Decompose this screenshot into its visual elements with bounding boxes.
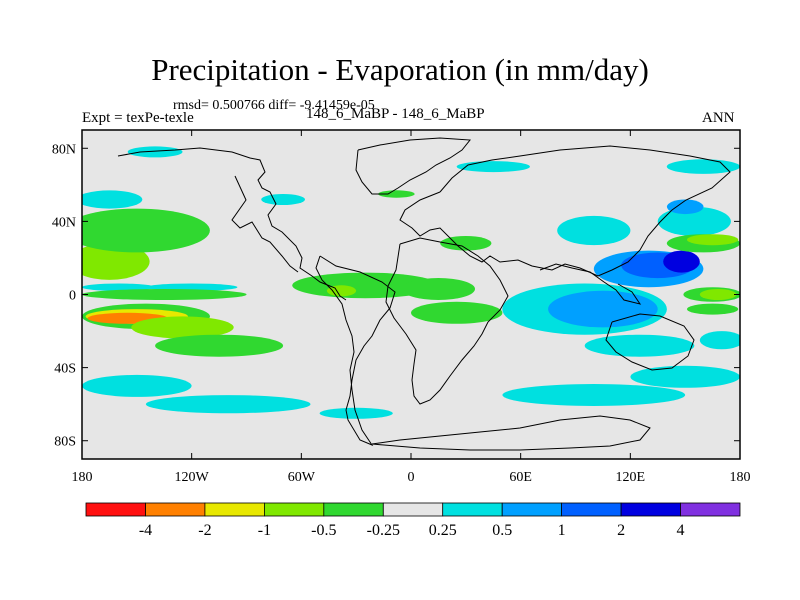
- field-region-26: [630, 365, 740, 388]
- colorbar-swatch-1: [145, 502, 206, 517]
- field-region-0: [82, 243, 150, 280]
- field-region-34: [687, 234, 739, 246]
- field-region-11: [82, 374, 192, 397]
- x-tick-label-2: 60W: [288, 470, 316, 485]
- field-region-12: [145, 395, 311, 414]
- coast-south-america: [315, 255, 396, 447]
- coastlines: [117, 137, 731, 451]
- x-tick-label-5: 120E: [616, 470, 646, 485]
- field-region-39: [666, 159, 740, 174]
- coast-north-america: [117, 147, 347, 301]
- y-tick-label-0: 80N: [52, 142, 76, 157]
- coast-eurasia: [399, 145, 731, 277]
- stats-text: rmsd= 0.500766 diff= -9.41459e-05: [173, 98, 375, 113]
- field-region-22: [557, 215, 631, 246]
- coast-greenland: [355, 137, 471, 195]
- field-region-27: [502, 384, 686, 406]
- y-tick-label-4: 80S: [54, 435, 76, 450]
- colorbar-label-2: -1: [258, 522, 271, 539]
- x-tick-label-1: 120W: [175, 470, 210, 485]
- chart-title: Precipitation - Evaporation (in mm/day): [151, 52, 649, 87]
- field-region-1: [82, 208, 210, 253]
- coast-antarctica: [371, 415, 651, 451]
- field-region-24: [548, 290, 658, 328]
- field-region-30: [663, 250, 700, 273]
- field-region-36: [699, 289, 737, 300]
- colorbar-swatch-6: [442, 502, 503, 517]
- colorbar-swatch-0: [85, 502, 146, 517]
- season-label: ANN: [702, 110, 735, 126]
- colorbar-swatch-3: [263, 502, 325, 517]
- field-region-16: [401, 278, 475, 300]
- field-region-31: [657, 206, 731, 236]
- map-axes: 180 120W 60W 0 60E 120E 180 80N 40N 0 40S 80S: [52, 130, 751, 485]
- x-tick-label-0: 180: [72, 470, 93, 485]
- field-region-21: [456, 161, 530, 173]
- colorbar-label-8: 2: [617, 522, 625, 539]
- field-region-37: [687, 303, 739, 315]
- colorbar-label-1: -2: [198, 522, 211, 539]
- x-tick-label-6: 180: [730, 470, 751, 485]
- field-region-32: [666, 199, 704, 215]
- field-region-25: [584, 334, 695, 357]
- coast-australia: [605, 313, 695, 371]
- field-region-10: [155, 334, 284, 357]
- colorbar-swatch-7: [501, 502, 563, 517]
- field-region-3: [82, 283, 156, 291]
- coast-africa: [385, 237, 509, 405]
- colorbar-swatch-10: [680, 502, 741, 517]
- colorbar-swatch-5: [382, 502, 444, 517]
- colorbar-label-3: -0.5: [311, 522, 336, 539]
- colorbar-label-6: 0.5: [492, 522, 512, 539]
- colorbar-label-9: 4: [677, 522, 685, 539]
- case-label: 148_6_MaBP - 148_6_MaBP: [306, 106, 485, 122]
- coast-indonesia: [539, 263, 642, 305]
- field-region-20: [261, 194, 305, 205]
- contour-fields: [82, 146, 740, 419]
- experiment-label: Expt = texPe-texle: [82, 110, 194, 126]
- x-tick-label-4: 60E: [509, 470, 532, 485]
- coast-north-america-west: [231, 175, 299, 273]
- x-tick-label-3: 0: [408, 470, 415, 485]
- colorbar: -4 -2 -1 -0.5 -0.25 0.25 0.5 1 2 4: [85, 502, 741, 539]
- field-region-18: [440, 236, 492, 251]
- colorbar-swatch-8: [561, 502, 622, 517]
- field-region-19: [378, 190, 415, 198]
- y-tick-label-1: 40N: [52, 215, 76, 230]
- colorbar-label-0: -4: [139, 522, 152, 539]
- colorbar-swatch-2: [204, 502, 265, 517]
- y-tick-label-3: 40S: [54, 362, 76, 377]
- colorbar-swatch-4: [323, 502, 384, 517]
- field-region-2: [82, 190, 143, 209]
- colorbar-swatch-9: [620, 502, 681, 517]
- field-region-9: [131, 316, 234, 339]
- field-region-40: [127, 146, 183, 158]
- field-region-38: [699, 331, 740, 350]
- colorbar-label-5: 0.25: [429, 522, 457, 539]
- y-tick-label-2: 0: [69, 289, 76, 304]
- field-region-17: [411, 301, 503, 324]
- field-region-5: [82, 289, 247, 300]
- colorbar-label-7: 1: [558, 522, 566, 539]
- colorbar-label-4: -0.25: [367, 522, 400, 539]
